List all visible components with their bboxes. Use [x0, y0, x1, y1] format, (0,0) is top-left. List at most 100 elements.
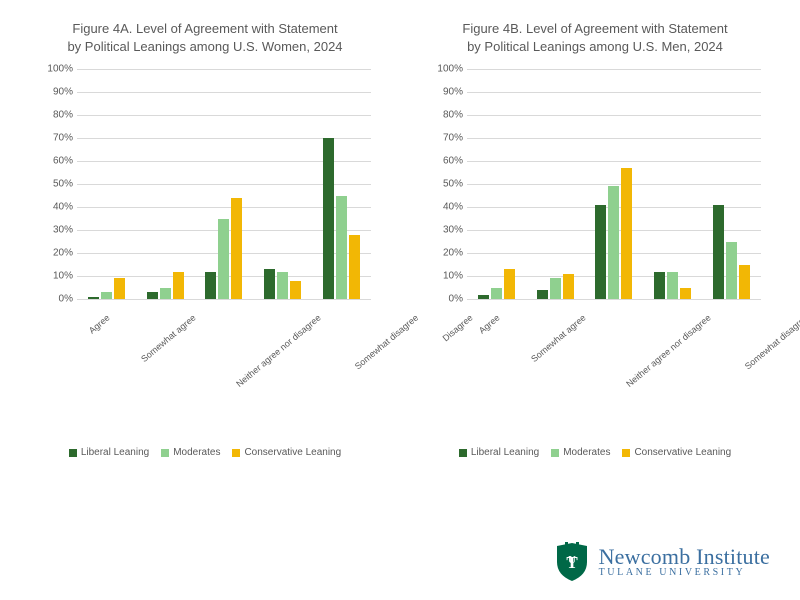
y-tick-label: 60% [425, 156, 463, 167]
bar-group [585, 168, 644, 299]
logo-text: Newcomb Institute TULANE UNIVERSITY [599, 545, 770, 579]
y-tick-label: 40% [35, 202, 73, 213]
x-tick-label: Agree [87, 301, 126, 336]
legend-label: Moderates [563, 447, 610, 458]
chart-area-b: 0%10%20%30%40%50%60%70%80%90%100% AgreeS… [425, 69, 765, 369]
panel-women: Figure 4A. Level of Agreement with State… [20, 20, 390, 458]
bars [77, 69, 371, 299]
y-tick-label: 30% [425, 225, 463, 236]
y-tick-label: 90% [425, 87, 463, 98]
bar-group [253, 269, 312, 299]
bar-liberal [323, 138, 334, 299]
bar-group [702, 205, 761, 299]
y-tick-label: 80% [425, 110, 463, 121]
y-tick-label: 40% [425, 202, 463, 213]
x-tick-label: Somewhat agree [139, 301, 211, 364]
y-tick-label: 0% [35, 294, 73, 305]
bar-conservative [621, 168, 632, 299]
grid-line [77, 299, 371, 300]
bar-conservative [504, 269, 515, 299]
legend-swatch [459, 449, 467, 457]
bar-moderate [491, 288, 502, 300]
bar-moderate [667, 272, 678, 300]
y-tick-label: 50% [425, 179, 463, 190]
plot-b: 0%10%20%30%40%50%60%70%80%90%100% [467, 69, 761, 299]
legend-b: Liberal Leaning Moderates Conservative Lea… [459, 447, 731, 458]
bar-liberal [537, 290, 548, 299]
chart-panels: Figure 4A. Level of Agreement with State… [0, 0, 800, 458]
grid-line [467, 299, 761, 300]
legend-swatch [622, 449, 630, 457]
bar-liberal [595, 205, 606, 299]
x-labels-a: AgreeSomewhat agreeNeither agree nor dis… [77, 301, 371, 311]
bar-liberal [478, 295, 489, 300]
bar-moderate [726, 242, 737, 300]
logo-sub: TULANE UNIVERSITY [599, 568, 770, 579]
bar-liberal [147, 292, 158, 299]
bar-moderate [608, 186, 619, 299]
legend-swatch [232, 449, 240, 457]
y-tick-label: 100% [425, 64, 463, 75]
y-tick-label: 10% [425, 271, 463, 282]
bar-liberal [205, 272, 216, 300]
legend-item-conservative: Conservative Leaning [232, 447, 341, 458]
bar-moderate [218, 219, 229, 300]
legend-label: Conservative Leaning [244, 447, 341, 458]
bar-group [643, 272, 702, 300]
bars [467, 69, 761, 299]
legend-label: Conservative Leaning [634, 447, 731, 458]
legend-a: Liberal Leaning Moderates Conservative Lea… [69, 447, 341, 458]
bar-liberal [654, 272, 665, 300]
bar-conservative [680, 288, 691, 300]
y-tick-label: 60% [35, 156, 73, 167]
y-tick-label: 70% [35, 133, 73, 144]
bar-group [312, 138, 371, 299]
bar-liberal [264, 269, 275, 299]
bar-group [526, 274, 585, 299]
y-tick-label: 90% [35, 87, 73, 98]
x-tick-label: Agree [477, 301, 516, 336]
chart-title-b: Figure 4B. Level of Agreement with State… [455, 20, 735, 55]
y-tick-label: 20% [35, 248, 73, 259]
bar-group [467, 269, 526, 299]
legend-item-moderate: Moderates [551, 447, 610, 458]
bar-conservative [290, 281, 301, 299]
legend-item-liberal: Liberal Leaning [459, 447, 539, 458]
legend-swatch [69, 449, 77, 457]
bar-moderate [101, 292, 112, 299]
y-tick-label: 0% [425, 294, 463, 305]
plot-a: 0%10%20%30%40%50%60%70%80%90%100% [77, 69, 371, 299]
bar-group [77, 278, 136, 299]
bar-liberal [713, 205, 724, 299]
bar-conservative [231, 198, 242, 299]
bar-moderate [336, 196, 347, 300]
chart-area-a: 0%10%20%30%40%50%60%70%80%90%100% AgreeS… [35, 69, 375, 369]
svg-text:U: U [568, 554, 576, 566]
legend-label: Liberal Leaning [471, 447, 539, 458]
bar-moderate [277, 272, 288, 300]
bar-liberal [88, 297, 99, 299]
x-labels-b: AgreeSomewhat agreeNeither agree nor dis… [467, 301, 761, 311]
chart-title-a: Figure 4A. Level of Agreement with State… [65, 20, 345, 55]
legend-label: Moderates [173, 447, 220, 458]
y-tick-label: 10% [35, 271, 73, 282]
legend-item-moderate: Moderates [161, 447, 220, 458]
institute-logo: T U Newcomb Institute TULANE UNIVERSITY [555, 542, 770, 582]
bar-conservative [349, 235, 360, 299]
y-tick-label: 80% [35, 110, 73, 121]
logo-main: Newcomb Institute [599, 545, 770, 568]
legend-swatch [551, 449, 559, 457]
legend-swatch [161, 449, 169, 457]
bar-conservative [739, 265, 750, 300]
bar-moderate [160, 288, 171, 300]
x-tick-label: Neither agree nor disagree [234, 301, 336, 389]
y-tick-label: 50% [35, 179, 73, 190]
x-tick-label: Somewhat agree [529, 301, 601, 364]
y-tick-label: 70% [425, 133, 463, 144]
shield-icon: T U [555, 542, 589, 582]
y-tick-label: 20% [425, 248, 463, 259]
bar-conservative [173, 272, 184, 300]
bar-conservative [114, 278, 125, 299]
legend-item-liberal: Liberal Leaning [69, 447, 149, 458]
y-tick-label: 100% [35, 64, 73, 75]
